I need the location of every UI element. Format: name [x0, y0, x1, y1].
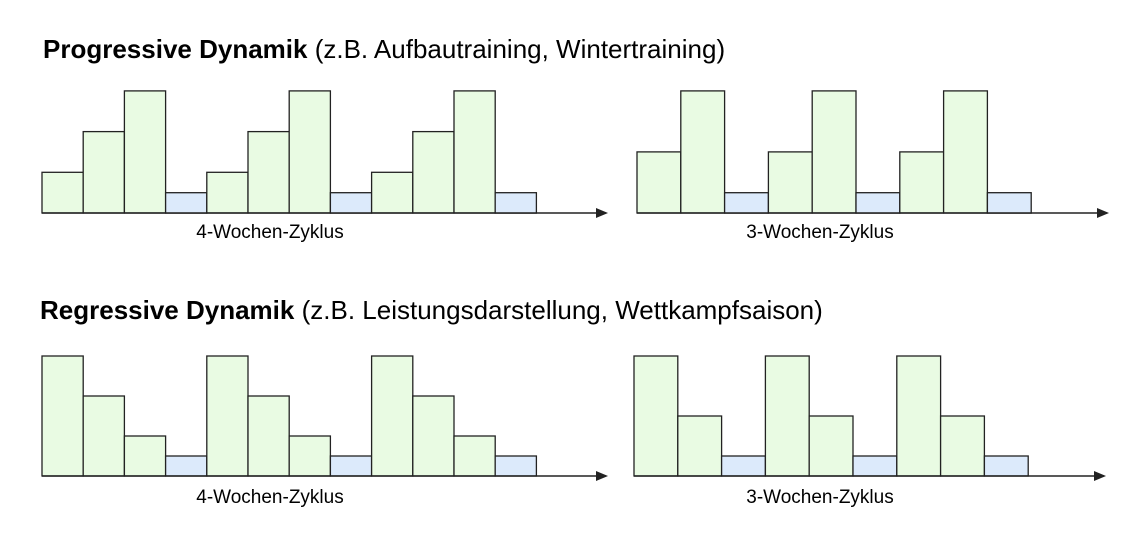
load-week-bar-progressive-4-weeks-3 [123, 90, 167, 214]
cycle-label-regressive-3-weeks: 3-Wochen-Zyklus [746, 487, 893, 508]
load-week-bar-progressive-4-weeks-10 [412, 130, 455, 214]
load-week-bar-progressive-3-weeks-5 [811, 90, 857, 214]
recovery-week-bar-regressive-3-weeks-9 [983, 455, 1029, 477]
load-week-bar-progressive-4-weeks-5 [206, 171, 249, 214]
recovery-week-bar-regressive-4-weeks-4 [164, 455, 208, 477]
load-week-bar-regressive-4-weeks-6 [247, 395, 290, 477]
load-week-bar-progressive-4-weeks-7 [288, 90, 332, 214]
load-week-bar-progressive-3-weeks-8 [942, 90, 989, 214]
load-week-bar-regressive-3-weeks-8 [939, 415, 986, 477]
load-week-bar-regressive-3-weeks-5 [808, 415, 854, 477]
load-week-bar-regressive-4-weeks-5 [206, 355, 249, 477]
recovery-week-bar-regressive-4-weeks-8 [329, 455, 373, 477]
recovery-week-bar-regressive-4-weeks-12 [494, 455, 538, 477]
heading-progressive-bold: Progressive Dynamik [43, 34, 308, 64]
heading-regressive-bold: Regressive Dynamik [40, 295, 295, 325]
heading-regressive-rest: (z.B. Leistungsdarstellung, Wettkampfsai… [294, 295, 823, 325]
load-week-bar-regressive-3-weeks-4 [764, 355, 810, 477]
load-week-bar-progressive-4-weeks-11 [453, 90, 496, 214]
load-week-bar-progressive-4-weeks-2 [82, 130, 126, 214]
cycle-label-progressive-3-weeks: 3-Wochen-Zyklus [746, 222, 893, 243]
recovery-week-bar-progressive-3-weeks-6 [855, 192, 901, 214]
recovery-week-bar-progressive-4-weeks-8 [329, 192, 373, 214]
load-week-bar-regressive-4-weeks-10 [412, 395, 455, 477]
cycle-label-progressive-4-weeks: 4-Wochen-Zyklus [196, 222, 343, 243]
load-week-bar-regressive-4-weeks-7 [288, 435, 332, 477]
load-week-bar-regressive-4-weeks-11 [453, 435, 496, 477]
load-week-bar-progressive-4-weeks-1 [41, 171, 84, 214]
cycle-label-regressive-4-weeks: 4-Wochen-Zyklus [196, 487, 343, 508]
recovery-week-bar-progressive-3-weeks-3 [723, 192, 770, 214]
recovery-week-bar-progressive-4-weeks-12 [494, 192, 538, 214]
recovery-week-bar-regressive-3-weeks-3 [720, 455, 767, 477]
heading-progressive: Progressive Dynamik (z.B. Aufbautraining… [43, 34, 725, 64]
recovery-week-bar-progressive-4-weeks-4 [164, 192, 208, 214]
load-week-bar-progressive-3-weeks-1 [636, 151, 682, 214]
load-week-bar-progressive-4-weeks-9 [370, 171, 414, 214]
load-week-bar-progressive-3-weeks-2 [680, 90, 726, 214]
load-week-bar-regressive-4-weeks-3 [123, 435, 167, 477]
load-week-bar-regressive-4-weeks-9 [370, 355, 414, 477]
recovery-week-bar-regressive-3-weeks-6 [852, 455, 898, 477]
heading-regressive: Regressive Dynamik (z.B. Leistungsdarste… [40, 295, 823, 325]
load-week-bar-progressive-4-weeks-6 [247, 130, 290, 214]
load-week-bar-progressive-3-weeks-4 [767, 151, 813, 214]
load-week-bar-regressive-3-weeks-1 [633, 355, 679, 477]
load-week-bar-progressive-3-weeks-7 [899, 151, 945, 214]
load-week-bar-regressive-3-weeks-2 [677, 415, 723, 477]
load-week-bar-regressive-3-weeks-7 [896, 355, 942, 477]
recovery-week-bar-progressive-3-weeks-9 [986, 192, 1032, 214]
heading-progressive-rest: (z.B. Aufbautraining, Wintertraining) [307, 34, 726, 64]
load-week-bar-regressive-4-weeks-1 [41, 355, 84, 477]
load-week-bar-regressive-4-weeks-2 [82, 395, 126, 477]
